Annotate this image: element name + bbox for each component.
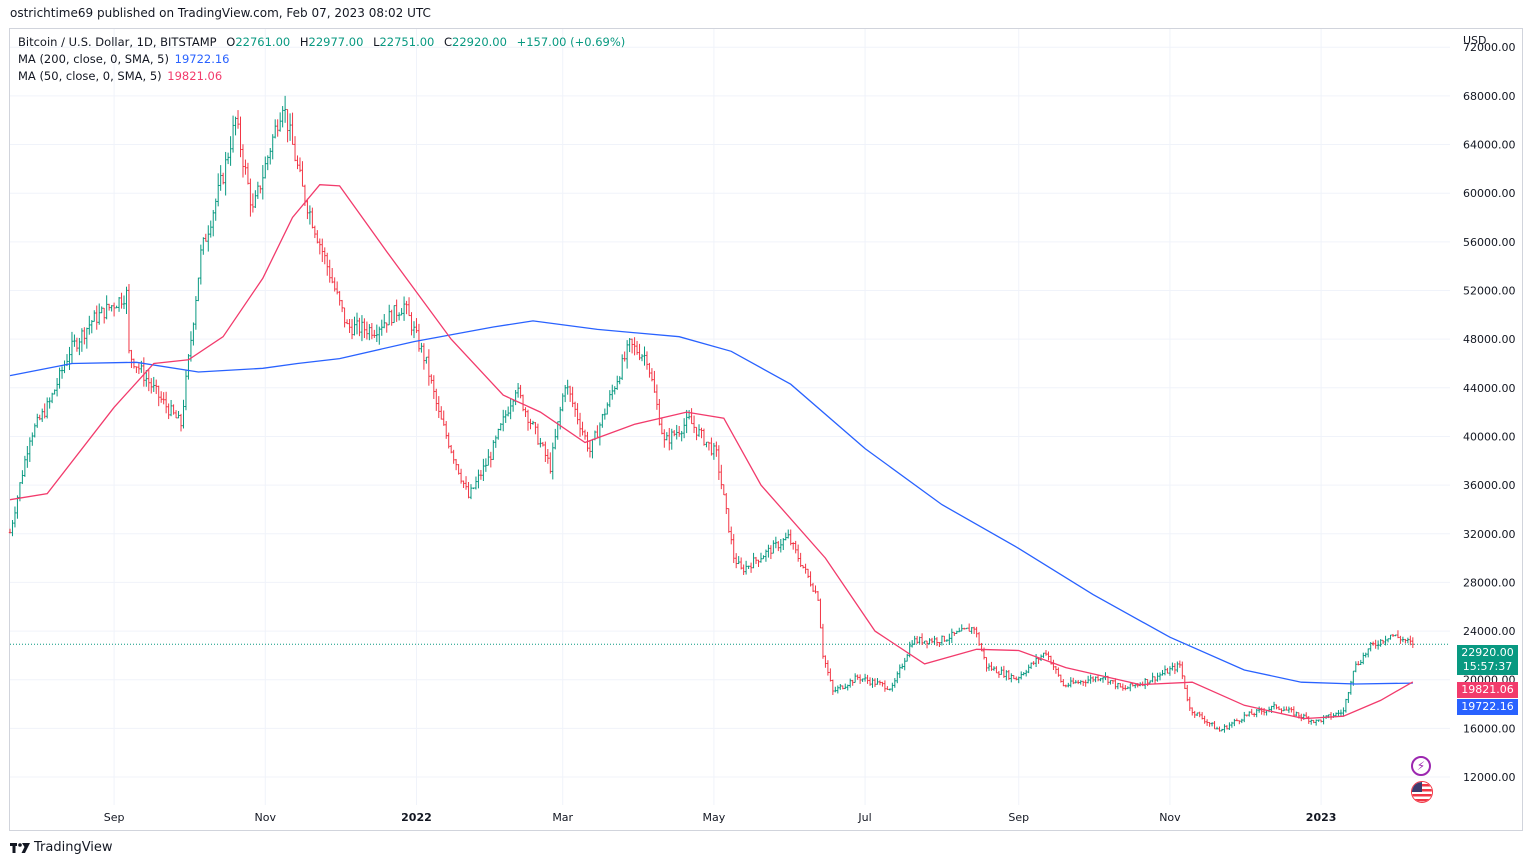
y-tick-label: 60000.00 xyxy=(1463,187,1516,200)
close-value: 22920.00 xyxy=(452,35,507,49)
y-tick-label: 12000.00 xyxy=(1463,771,1516,784)
brand-name[interactable]: TradingView xyxy=(34,840,113,855)
chart-frame[interactable] xyxy=(9,28,1523,831)
moving-averages xyxy=(9,184,1414,720)
change-value: +157.00 (+0.69%) xyxy=(516,35,626,49)
x-tick-label: 2023 xyxy=(1306,811,1337,824)
y-tick-label: 68000.00 xyxy=(1463,90,1516,103)
tradingview-logo-icon[interactable] xyxy=(10,842,30,854)
x-tick-label: Nov xyxy=(255,811,277,824)
y-tick-label: 72000.00 xyxy=(1463,41,1516,54)
x-tick-label: 2022 xyxy=(401,811,432,824)
ma200-label: MA (200, close, 0, SMA, 5) xyxy=(18,52,169,66)
x-tick-label: Sep xyxy=(104,811,125,824)
x-axis: Sep Nov 2022 Mar May Jul Sep Nov 2023 xyxy=(104,811,1337,824)
footer: TradingView xyxy=(10,840,113,855)
y-tick-label: 16000.00 xyxy=(1463,722,1516,735)
symbol-row: Bitcoin / U.S. Dollar, 1D, BITSTAMP O227… xyxy=(18,34,625,51)
high-label: H xyxy=(299,35,309,49)
x-tick-label: Sep xyxy=(1008,811,1029,824)
x-tick-label: Nov xyxy=(1159,811,1181,824)
close-label: C xyxy=(444,35,453,49)
high-value: 22977.00 xyxy=(308,35,364,49)
y-tick-label: 52000.00 xyxy=(1463,285,1516,298)
x-tick-label: Jul xyxy=(857,811,871,824)
countdown-badge: 15:57:37 xyxy=(1457,659,1518,675)
lightning-icon[interactable]: ⚡ xyxy=(1411,756,1431,776)
open-label: O xyxy=(226,35,236,49)
x-tick-label: Mar xyxy=(552,811,573,824)
open-value: 22761.00 xyxy=(235,35,291,49)
ma50-label: MA (50, close, 0, SMA, 5) xyxy=(18,69,162,83)
publish-line: ostrichtime69 published on TradingView.c… xyxy=(10,6,431,20)
ma200-row[interactable]: MA (200, close, 0, SMA, 5) 19722.16 xyxy=(18,51,625,68)
price-badge: 22920.00 xyxy=(1457,645,1518,661)
y-tick-label: 36000.00 xyxy=(1463,479,1516,492)
grid xyxy=(10,29,1450,805)
ma50-badge: 19821.06 xyxy=(1457,682,1518,698)
y-tick-label: 28000.00 xyxy=(1463,576,1516,589)
y-tick-label: 64000.00 xyxy=(1463,139,1516,152)
low-value: 22751.00 xyxy=(379,35,435,49)
low-label: L xyxy=(373,35,380,49)
y-tick-label: 56000.00 xyxy=(1463,236,1516,249)
currency-label: USD xyxy=(1463,34,1487,47)
ma200-line xyxy=(9,320,1413,685)
us-flag-icon[interactable] xyxy=(1411,781,1433,803)
y-tick-label: 40000.00 xyxy=(1463,430,1516,443)
ma50-line xyxy=(9,184,1414,720)
ma200-value: 19722.16 xyxy=(174,52,230,66)
ma50-value: 19821.06 xyxy=(167,69,223,83)
ma50-row[interactable]: MA (50, close, 0, SMA, 5) 19821.06 xyxy=(18,68,625,85)
y-tick-label: 24000.00 xyxy=(1463,625,1516,638)
y-tick-label: 32000.00 xyxy=(1463,528,1516,541)
symbol-title: Bitcoin / U.S. Dollar, 1D, BITSTAMP xyxy=(18,35,217,49)
y-tick-label: 48000.00 xyxy=(1463,333,1516,346)
candles xyxy=(8,95,1415,733)
ma200-badge: 19722.16 xyxy=(1457,699,1518,715)
chart-legend: Bitcoin / U.S. Dollar, 1D, BITSTAMP O227… xyxy=(18,34,625,85)
y-tick-label: 44000.00 xyxy=(1463,382,1516,395)
x-tick-label: May xyxy=(703,811,726,824)
